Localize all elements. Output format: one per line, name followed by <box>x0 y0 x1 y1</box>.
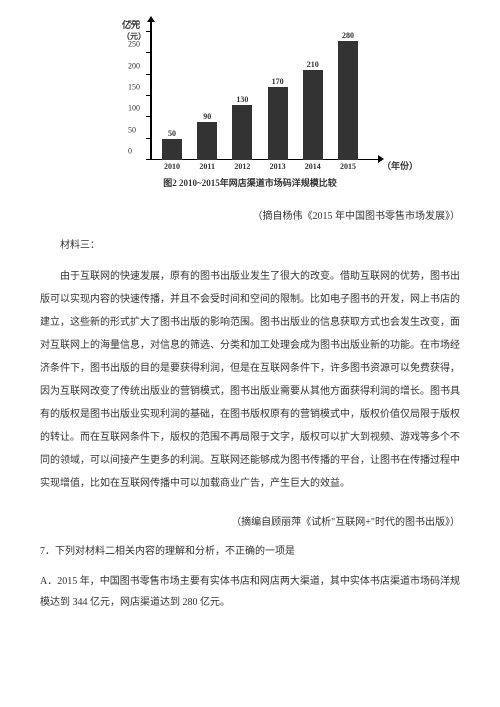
xaxis-label: （年份） <box>382 159 418 172</box>
paragraph-1: 由于互联网的快速发展，原有的图书出版业发生了很大的改变。借助互联网的优势，图书出… <box>40 265 460 495</box>
ytick-label: 50 <box>128 125 136 134</box>
chart-bars: 50 90 130 170 210 280 <box>158 20 362 160</box>
xtick-label: 2014 <box>299 162 327 171</box>
bar-group: 50 <box>158 129 186 160</box>
bar-value-label: 130 <box>236 95 248 104</box>
bar-value-label: 210 <box>307 60 319 69</box>
chart-axes: 050100150200250300 5090130170210280 2010… <box>150 20 380 160</box>
material-heading: 材料三： <box>40 236 460 251</box>
chart-title: 图2 2010~2015年网店渠道市场码洋规模比较 <box>120 176 380 189</box>
bar-group: 210 <box>299 60 327 160</box>
option-a: A．2015 年，中国图书零售市场主要有实体书店和网店两大渠道，其中实体书店渠道… <box>40 571 460 613</box>
bar-value-label: 90 <box>203 112 211 121</box>
bar-group: 90 <box>193 112 221 160</box>
ytick-label: 250 <box>128 40 140 49</box>
xtick-label: 2013 <box>264 162 292 171</box>
source-citation-2: （摘编自顾丽萍《试析"互联网+"时代的图书出版》） <box>40 513 460 528</box>
bar-value-label: 50 <box>168 129 176 138</box>
ytick-label: 150 <box>128 83 140 92</box>
bar-value-label: 280 <box>342 31 354 40</box>
bar-group: 280 <box>334 31 362 160</box>
bar <box>338 41 358 160</box>
bar <box>268 87 288 160</box>
bar <box>197 122 217 160</box>
ytick-label: 300 <box>128 19 140 28</box>
source-citation-1: （摘自杨伟《2015 年中国图书零售市场发展》） <box>40 207 460 222</box>
bar-group: 130 <box>228 95 256 160</box>
bar <box>303 70 323 160</box>
question-text: 7．下列对材料二相关内容的理解和分析，不正确的一项是 <box>40 542 460 557</box>
ytick-label: 200 <box>128 61 140 70</box>
xtick-label: 2015 <box>334 162 362 171</box>
xtick-label: 2010 <box>158 162 186 171</box>
ytick-label: 100 <box>128 104 140 113</box>
chart-container: 亿元 （元） 050100150200250300 50901301702102… <box>120 20 380 189</box>
bar-value-label: 170 <box>272 77 284 86</box>
xtick-label: 2012 <box>228 162 256 171</box>
xtick-label: 2011 <box>193 162 221 171</box>
ytick-label: 0 <box>128 147 132 156</box>
bar <box>162 139 182 160</box>
bar-group: 170 <box>264 77 292 160</box>
bar <box>232 105 252 160</box>
bar-chart: 亿元 （元） 050100150200250300 50901301702102… <box>150 20 380 160</box>
chart-xticks: 2010 2011 2012 2013 2014 2015 <box>158 162 362 171</box>
